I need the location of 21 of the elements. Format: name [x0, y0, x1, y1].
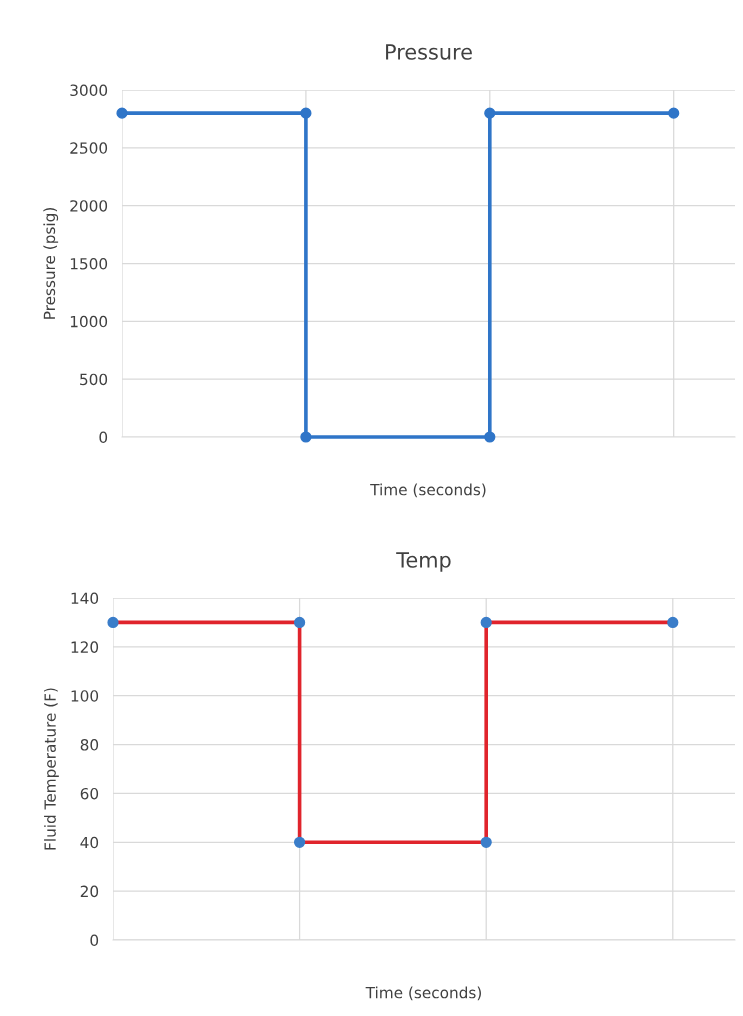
- chart-title: Temp: [396, 552, 451, 572]
- y-tick-label: 120: [71, 641, 99, 653]
- y-tick-label: 0: [90, 934, 99, 947]
- y-tick-label: 100: [71, 690, 99, 702]
- y-tick-label: 20: [80, 885, 99, 898]
- y-tick-label: 1000: [70, 315, 108, 328]
- y-axis-title: Pressure (psig): [43, 208, 59, 319]
- y-axis-title: Fluid Temperature (F): [44, 688, 59, 850]
- y-tick-label: 60: [80, 787, 99, 800]
- chart-title: Pressure: [386, 44, 472, 60]
- x-axis-title: Time (seconds): [370, 483, 486, 498]
- y-tick-label: 140: [71, 592, 99, 605]
- x-axis-title: Time (seconds): [365, 986, 481, 1001]
- y-tick-label: 40: [80, 836, 99, 849]
- y-tick-label: 2500: [70, 142, 108, 154]
- y-tick-label: 0: [99, 431, 108, 444]
- y-tick-label: 80: [80, 739, 99, 751]
- y-tick-label: 2000: [70, 200, 108, 212]
- y-tick-label: 500: [80, 373, 108, 386]
- y-tick-label: 1500: [70, 257, 108, 270]
- y-tick-label: 3000: [70, 84, 108, 97]
